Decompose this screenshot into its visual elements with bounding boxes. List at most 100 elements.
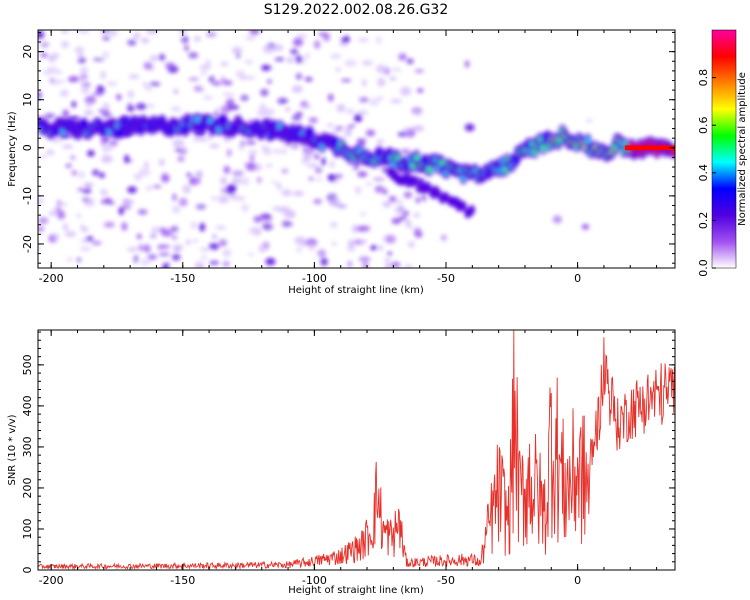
heatmap-speckle (385, 258, 391, 262)
ridge-peak-tail (624, 145, 675, 151)
heatmap-speckle (222, 261, 230, 267)
heatmap-speckle (149, 55, 159, 62)
heatmap-speckle (374, 185, 385, 194)
heatmap-speckle (92, 92, 104, 96)
heatmap-speckle (128, 74, 140, 79)
heatmap-speckle (144, 161, 149, 169)
heatmap-speckle (77, 187, 85, 192)
heatmap-speckle (215, 225, 227, 230)
heatmap-speckle (218, 239, 228, 247)
heatmap-speckle (273, 44, 284, 52)
heatmap-speckle (151, 226, 159, 235)
heatmap-speckle (305, 52, 310, 59)
heatmap-speckle (96, 85, 105, 95)
heatmap-speckle (394, 206, 403, 216)
top-y-axis: -20 -10 0 10 20 (21, 31, 675, 264)
colorbar-tick-label: 0.2 (697, 212, 710, 230)
heatmap-speckle (271, 180, 277, 185)
heatmap-speckle (408, 225, 414, 229)
heatmap-speckle (223, 165, 231, 174)
heatmap-speckle (249, 30, 260, 36)
heatmap-speckle (335, 174, 343, 179)
heatmap-speckle (208, 243, 220, 250)
top-x-tick-label: -200 (39, 272, 64, 285)
heatmap-speckle (146, 30, 158, 35)
heatmap-speckle (357, 171, 368, 178)
heatmap-speckle (200, 70, 207, 76)
heatmap-speckle (370, 245, 378, 251)
heatmap-speckle (55, 70, 63, 75)
heatmap-speckle (49, 78, 55, 82)
heatmap-speckle (102, 103, 111, 109)
heatmap-speckle (165, 262, 171, 266)
heatmap-speckle (347, 239, 356, 248)
heatmap-speckle (272, 149, 281, 154)
heatmap-speckle (60, 30, 69, 34)
heatmap-speckle (197, 136, 208, 142)
heatmap-speckle (124, 154, 130, 164)
heatmap-speckle (208, 261, 220, 265)
heatmap-speckle (100, 188, 108, 196)
heatmap-speckle (59, 203, 68, 207)
heatmap-speckle (101, 113, 112, 117)
heatmap-speckle (133, 173, 142, 181)
heatmap-speckle (292, 190, 304, 196)
heatmap-speckle (212, 234, 217, 240)
heatmap-speckle (148, 81, 161, 87)
heatmap-speckle (80, 66, 89, 74)
bottom-y-tick-label: 400 (21, 395, 34, 416)
heatmap-speckle (400, 86, 412, 96)
heatmap-speckle (391, 261, 401, 268)
heatmap-speckle (365, 129, 376, 137)
heatmap-speckle (260, 213, 272, 219)
colorbar: 0.0 0.2 0.4 0.6 0.8 Normalized spectral ampl… (697, 29, 748, 277)
heatmap-speckle (414, 69, 425, 73)
heatmap-speckle (76, 257, 82, 263)
heatmap-speckle (267, 66, 273, 70)
heatmap-speckle (48, 210, 59, 216)
heatmap-speckle (77, 56, 86, 64)
bottom-y-axis-label: SNR (10 * v/v) (7, 414, 18, 485)
heatmap-speckle (360, 239, 367, 245)
heatmap-speckle (407, 241, 415, 248)
heatmap-speckle (382, 188, 388, 195)
heatmap-speckle (389, 77, 397, 81)
heatmap-speckle (100, 70, 106, 80)
heatmap-speckle (64, 230, 77, 238)
heatmap-speckle (361, 60, 374, 66)
heatmap-speckle (152, 185, 162, 189)
heatmap-speckle (313, 198, 323, 205)
heatmap-speckle (362, 79, 367, 87)
heatmap-speckle (139, 259, 151, 266)
heatmap-speckle (171, 234, 178, 240)
heatmap-speckle (306, 163, 319, 168)
heatmap-speckle (376, 35, 382, 45)
heatmap-speckle (186, 239, 191, 246)
heatmap-speckle (369, 98, 380, 106)
heatmap-speckle (220, 176, 228, 186)
heatmap-speckle (77, 51, 84, 58)
heatmap-speckle (403, 191, 413, 199)
heatmap-speckle (295, 111, 303, 118)
heatmap-speckle (60, 41, 70, 48)
heatmap-speckle (336, 103, 346, 113)
heatmap-speckle (358, 97, 369, 103)
heatmap-speckle (220, 61, 229, 67)
heatmap-speckle (294, 236, 306, 245)
heatmap-speckle (62, 144, 74, 149)
heatmap-speckle (188, 52, 199, 59)
heatmap-speckle (296, 245, 302, 254)
top-y-tick-label: 10 (21, 93, 34, 107)
heatmap-speckle (171, 205, 181, 214)
heatmap-speckle (158, 54, 166, 61)
heatmap-speckle (321, 157, 327, 166)
heatmap-speckle (81, 30, 89, 34)
heatmap-speckle (352, 165, 359, 170)
heatmap-speckle (385, 234, 397, 244)
heatmap-speckle (313, 177, 324, 182)
heatmap-speckle (326, 123, 335, 127)
heatmap-speckle (190, 221, 198, 230)
top-x-tick-label: 0 (574, 272, 581, 285)
